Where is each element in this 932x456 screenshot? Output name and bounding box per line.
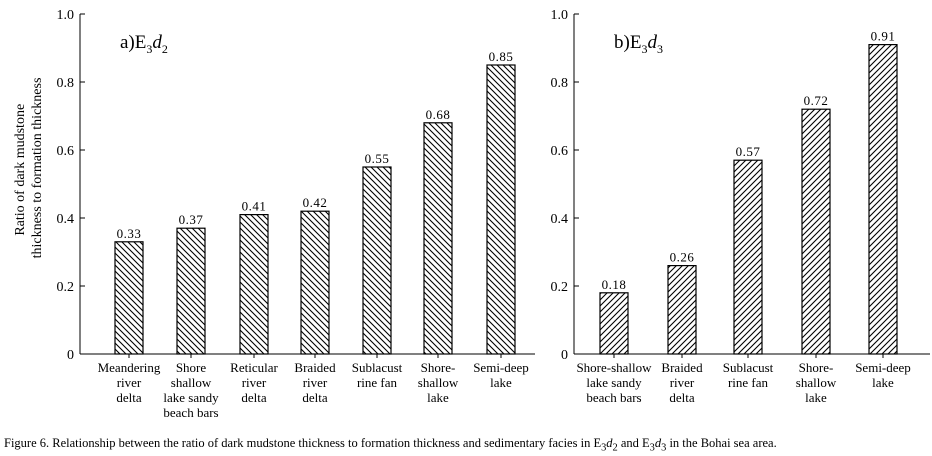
- chart-a-ytick-label: 1.0: [57, 8, 75, 23]
- chart-a-bar: [176, 227, 206, 355]
- chart-a-bar: [239, 214, 269, 355]
- chart-a-bar: [486, 64, 516, 355]
- chart-b-ytick-label: 0.4: [551, 212, 569, 227]
- chart-b-bar: [801, 108, 831, 355]
- chart-b-bar: [599, 292, 629, 355]
- chart-b-category-label: Sublacust rine fan: [723, 360, 774, 390]
- chart-b-value-label: 0.57: [736, 144, 761, 159]
- chart-a: 0 0.2 0.4 0.6 0.8 1.0 0.33 0.37 0.41 0.42 0.55 0.6…: [13, 8, 535, 420]
- chart-a-ylabel: Ratio of dark mudstone thickness to form…: [13, 78, 45, 259]
- chart-b-ytick-label: 0.6: [551, 144, 569, 159]
- chart-b-ytick-label: 0: [561, 348, 568, 363]
- chart-a-ytick-label: 0: [67, 348, 74, 363]
- chart-a-value-label: 0.42: [303, 195, 328, 210]
- chart-a-bar: [362, 166, 392, 355]
- chart-b-title: b)E3d3: [614, 32, 663, 56]
- chart-b-ytick-label: 1.0: [551, 8, 569, 23]
- chart-a-value-label: 0.55: [365, 151, 390, 166]
- chart-b-bar: [868, 43, 898, 355]
- chart-a-value-label: 0.41: [242, 199, 267, 214]
- chart-a-category-label: Shore-shallow lake: [418, 360, 459, 405]
- chart-b-value-label: 0.72: [804, 93, 829, 108]
- chart-b: 0 0.2 0.4 0.6 0.8 1.0 0.18 0.26 0.57 0.72 0.91 Sh…: [551, 8, 930, 405]
- chart-a-value-label: 0.37: [179, 212, 204, 227]
- chart-b-category-label: Braided river delta: [661, 360, 703, 405]
- chart-a-ytick-label: 0.4: [57, 212, 75, 227]
- chart-a-value-label: 0.68: [426, 107, 451, 122]
- chart-b-value-label: 0.18: [602, 277, 627, 292]
- chart-a-category-label: Sublacust rine fan: [352, 360, 403, 390]
- chart-a-value-label: 0.33: [117, 226, 142, 241]
- chart-b-ytick-label: 0.8: [551, 76, 569, 91]
- chart-a-bar: [114, 241, 144, 355]
- chart-a-bar: [423, 122, 453, 355]
- chart-a-category-label: Braided river delta: [294, 360, 336, 405]
- chart-b-bar: [733, 159, 763, 355]
- chart-a-bar: [300, 210, 330, 355]
- chart-a-title: a)E3d2: [120, 32, 168, 56]
- chart-b-value-label: 0.26: [670, 250, 695, 265]
- chart-a-ytick-label: 0.8: [57, 76, 75, 91]
- chart-a-category-label: Meandering river delta: [98, 360, 161, 405]
- chart-a-ytick-label: 0.2: [57, 280, 75, 295]
- chart-a-category-label: Semi-deep lake: [473, 360, 529, 390]
- chart-b-category-label: Shore-shallow lake sandy beach bars: [576, 360, 652, 405]
- chart-a-ytick-label: 0.6: [57, 144, 75, 159]
- chart-a-category-label: Reticular river delta: [230, 360, 278, 405]
- chart-a-category-label: Shore shallow lake sandy beach bars: [163, 360, 219, 420]
- chart-b-category-label: Semi-deep lake: [855, 360, 911, 390]
- chart-b-category-label: Shore-shallow lake: [796, 360, 837, 405]
- chart-a-value-label: 0.85: [489, 49, 514, 64]
- chart-b-bar: [667, 265, 697, 355]
- figure-caption: Figure 6. Relationship between the ratio…: [4, 436, 777, 454]
- chart-b-ytick-label: 0.2: [551, 280, 569, 295]
- chart-b-value-label: 0.91: [871, 29, 896, 44]
